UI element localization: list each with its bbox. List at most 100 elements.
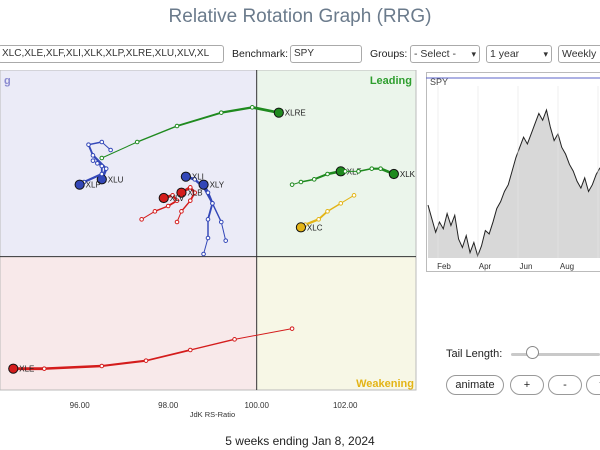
side-chart-tick-label: Feb — [437, 262, 451, 271]
side-chart-tick-label: Apr — [479, 262, 492, 271]
head-point-xlc — [295, 222, 307, 233]
tail-segment-xlb — [180, 199, 192, 213]
tail-point-xli — [218, 219, 224, 225]
tail-point-xlv — [174, 198, 180, 203]
x-tick-label: 102.00 — [333, 401, 358, 410]
tail-length-slider-handle[interactable] — [526, 346, 539, 359]
tail-point-xlb — [179, 209, 184, 214]
tail-segment-xlv — [141, 210, 156, 220]
tail-point-xle — [41, 366, 47, 371]
leading-quadrant — [256, 70, 416, 257]
tail-segment-xlf — [313, 172, 329, 181]
x-axis-label: JdK RS-Ratio — [190, 410, 235, 419]
tail-point-xlk — [356, 169, 361, 174]
benchmark-price-chart: SPYFebAprJunAugO — [426, 72, 600, 272]
side-chart-tick-label: Jun — [520, 262, 533, 271]
tail-segment-xly — [207, 202, 214, 221]
side-chart-tick-label: Aug — [560, 262, 574, 271]
tail-point-xlp — [99, 163, 105, 169]
tail-point-xly — [205, 235, 211, 241]
head-point-xlre — [273, 107, 284, 118]
series-label-xlv: XLV — [170, 194, 185, 203]
tail-segment-xli — [211, 202, 222, 223]
date-range-caption: 5 weeks ending Jan 8, 2024 — [225, 434, 375, 448]
groups-select-value: - Select - — [414, 48, 457, 60]
tail-segment-xle — [43, 364, 104, 370]
tail-segment-xle — [100, 359, 148, 368]
animate-button[interactable]: animate — [446, 375, 504, 395]
head-point-xlp — [74, 179, 85, 190]
symbols-input[interactable]: XLC,XLE,XLF,XLI,XLK,XLP,XLRE,XLU,XLV,XL — [0, 45, 224, 63]
side-chart-area — [428, 110, 600, 258]
tail-point-xlre — [99, 155, 105, 161]
tail-segment-xlp — [82, 172, 103, 184]
tail-point-xlf — [298, 179, 304, 185]
tail-point-xlv — [152, 209, 158, 214]
head-point-xlk — [388, 168, 399, 180]
tail-point-xlv — [170, 193, 175, 198]
tail-point-xlre — [134, 139, 140, 145]
series-label-xly: XLY — [210, 181, 225, 190]
tail-segment-xlre — [176, 111, 223, 127]
extra-button[interactable]: f — [586, 375, 600, 395]
tail-point-xly — [210, 201, 215, 206]
x-tick-label: 96.00 — [70, 401, 91, 410]
tail-segment-xlc — [304, 218, 320, 226]
groups-select[interactable]: - Select - ▾ — [410, 45, 480, 63]
tail-point-xle — [143, 358, 149, 363]
tail-point-xlk — [378, 166, 383, 171]
series-label-xle: XLE — [19, 365, 34, 374]
tail-point-xlc — [338, 201, 344, 206]
improving-quadrant — [0, 70, 257, 257]
head-point-xle — [8, 363, 19, 374]
tail-point-xlre — [249, 105, 255, 110]
head-point-xlb — [176, 187, 187, 198]
side-chart-symbol: SPY — [430, 77, 448, 87]
leading-quadrant-label: Leading — [370, 75, 412, 87]
x-tick-label: 98.00 — [158, 401, 179, 410]
tail-point-xlc — [351, 193, 357, 198]
frequency-select[interactable]: Weekly — [558, 45, 600, 63]
tail-point-xlb — [187, 198, 193, 203]
tail-point-xlre — [174, 123, 180, 129]
series-label-xlu: XLU — [108, 175, 124, 184]
rrg-chart: g Leading Weakening XLRE XLF XLK XLU XLP XLI XLY… — [0, 70, 417, 419]
tail-point-xlf — [325, 171, 330, 177]
tail-segment-xle — [234, 328, 293, 340]
tail-point-xly — [205, 217, 211, 222]
tail-segment-xlre — [220, 106, 254, 114]
tail-point-xlu — [103, 166, 109, 171]
step-forward-button[interactable]: + — [510, 375, 544, 395]
series-label-xlc: XLC — [307, 223, 323, 232]
tail-length-slider-track[interactable] — [511, 353, 600, 356]
tail-point-xle — [99, 363, 105, 369]
tail-point-xlu — [99, 139, 105, 145]
series-label-xlre: XLRE — [285, 109, 306, 118]
benchmark-label: Benchmark: — [232, 48, 289, 60]
chevron-down-icon: ▾ — [543, 49, 548, 59]
page-title: Relative Rotation Graph (RRG) — [168, 6, 432, 27]
improving-quadrant-label: g — [4, 75, 11, 87]
tail-point-xlk — [342, 169, 348, 174]
tail-segment-xlc — [340, 194, 355, 204]
tail-point-xlv — [165, 203, 171, 209]
tail-length-label: Tail Length: — [446, 348, 503, 360]
tail-point-xlre — [218, 110, 224, 115]
tail-point-xlp — [95, 161, 100, 166]
series-label-xli: XLI — [192, 173, 204, 182]
step-back-button[interactable]: - — [548, 375, 582, 395]
weakening-quadrant-label: Weakening — [356, 378, 414, 390]
frequency-select-value: Weekly — [562, 48, 597, 60]
period-select[interactable]: 1 year ▾ — [486, 45, 552, 63]
benchmark-input[interactable]: SPY — [290, 45, 362, 63]
tail-segment-xlc — [326, 202, 342, 213]
tail-point-xlu — [108, 147, 113, 153]
tail-segment-xlv — [154, 205, 169, 213]
tail-point-xlv — [139, 217, 144, 222]
chevron-down-icon: ▾ — [471, 49, 476, 59]
tail-point-xle — [187, 347, 193, 353]
series-label-xlk: XLK — [400, 170, 416, 179]
tail-point-xly — [205, 190, 211, 195]
head-point-xli — [180, 171, 191, 182]
tail-point-xlp — [90, 158, 96, 163]
